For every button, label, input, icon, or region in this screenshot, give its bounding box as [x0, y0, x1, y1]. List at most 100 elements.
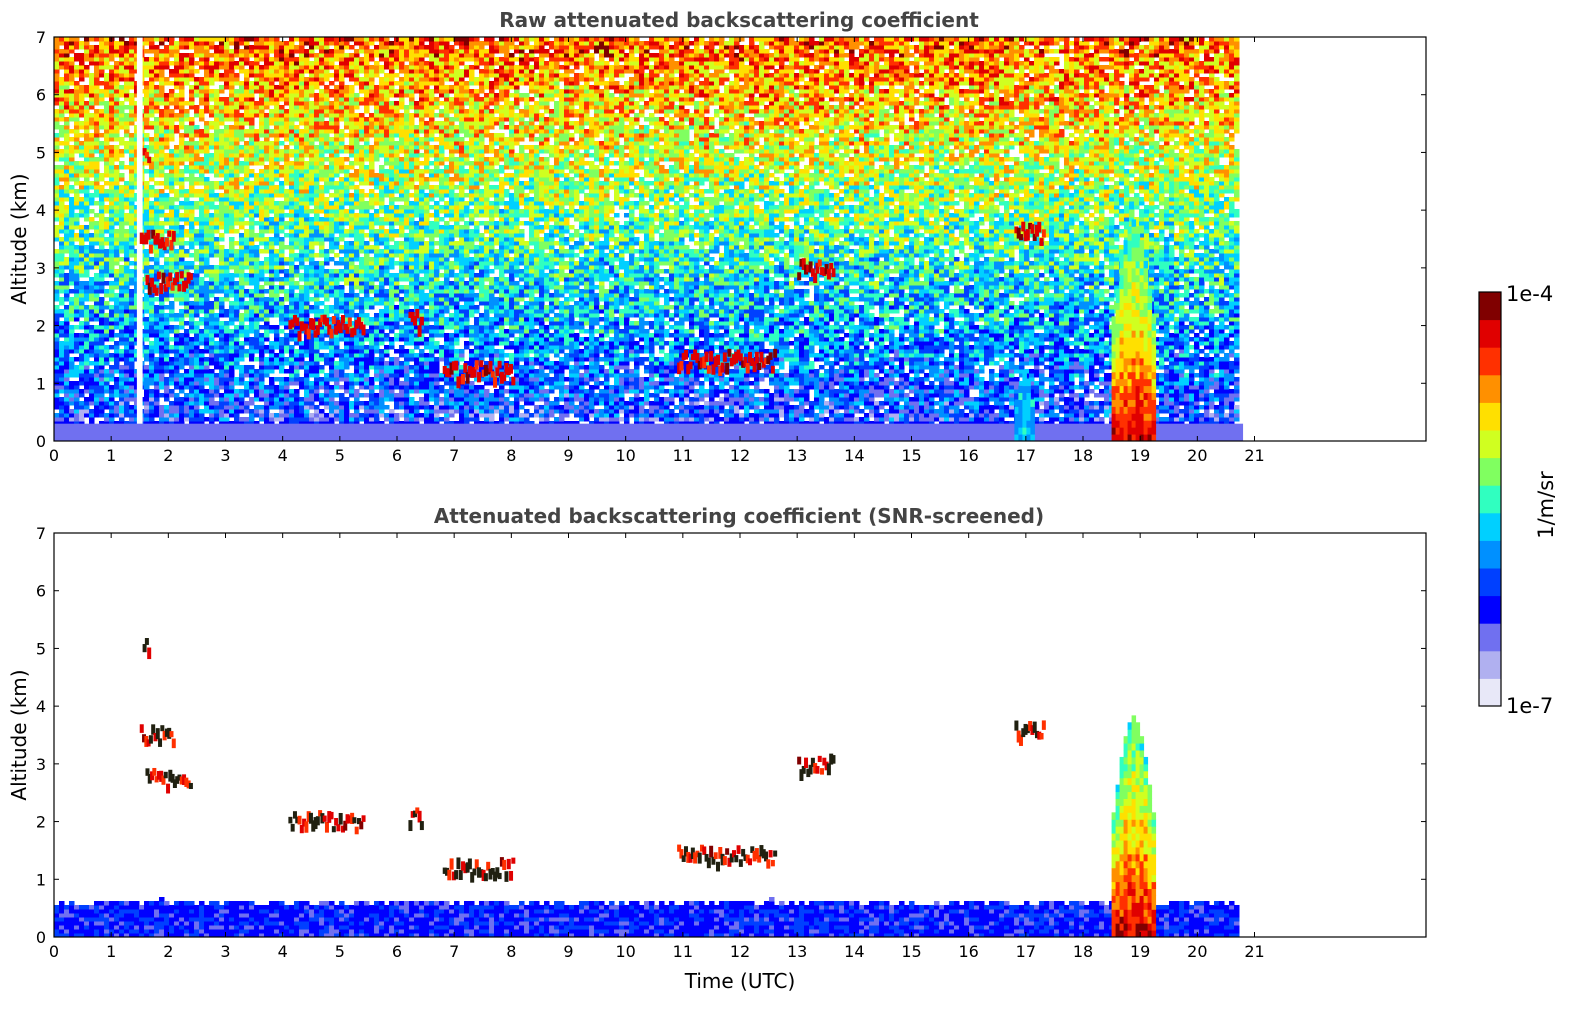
- field-cell: [294, 37, 300, 42]
- field-cell: [179, 277, 185, 282]
- field-cell: [79, 281, 85, 286]
- field-cell: [94, 329, 100, 334]
- field-cell: [274, 365, 280, 370]
- field-cell: [229, 313, 235, 318]
- field-cell: [319, 169, 325, 174]
- field-cell: [219, 141, 225, 146]
- field-cell: [74, 297, 80, 302]
- field-cell: [184, 417, 190, 422]
- field-cell: [189, 97, 195, 102]
- field-cell: [154, 249, 160, 254]
- field-cell: [159, 153, 165, 158]
- field-cell: [94, 157, 100, 162]
- field-cell: [54, 233, 60, 238]
- field-cell: [304, 117, 310, 122]
- field-cell: [289, 129, 295, 134]
- field-cell: [159, 393, 165, 398]
- field-cell: [179, 201, 185, 206]
- field-cell: [329, 285, 335, 290]
- field-cell: [239, 357, 245, 362]
- field-cell: [269, 229, 275, 234]
- field-cell: [109, 113, 115, 118]
- field-cell: [329, 137, 335, 142]
- field-cell: [304, 421, 310, 426]
- field-cell: [159, 249, 165, 254]
- field-cell: [134, 373, 140, 378]
- field-cell: [324, 273, 330, 278]
- field-cell: [149, 61, 155, 66]
- field-cell: [89, 49, 95, 54]
- field-cell: [89, 373, 95, 378]
- field-cell: [119, 229, 125, 234]
- field-cell: [229, 37, 235, 42]
- field-cell: [234, 205, 240, 210]
- field-cell: [64, 365, 70, 370]
- field-cell: [239, 369, 245, 374]
- field-cell: [144, 329, 150, 334]
- field-cell: [144, 137, 150, 142]
- field-cell: [289, 161, 295, 166]
- field-cell: [279, 57, 285, 62]
- field-cell: [304, 149, 310, 154]
- field-cell: [159, 205, 165, 210]
- field-cell: [259, 101, 265, 106]
- field-cell: [219, 313, 225, 318]
- field-cell: [294, 265, 300, 270]
- field-cell: [189, 405, 195, 410]
- field-cell: [279, 413, 285, 418]
- field-cell: [74, 357, 80, 362]
- field-cell: [279, 237, 285, 242]
- field-cell: [219, 353, 225, 358]
- field-cell: [124, 333, 130, 338]
- field-cell: [134, 193, 140, 198]
- field-cell: [209, 109, 215, 114]
- field-cell: [109, 157, 115, 162]
- field-cell: [309, 173, 315, 178]
- field-cell: [204, 241, 210, 246]
- field-cell: [324, 417, 330, 422]
- field-cell: [229, 301, 235, 306]
- field-cell: [144, 197, 150, 202]
- field-cell: [284, 313, 290, 318]
- field-cell: [154, 69, 160, 74]
- field-cell: [154, 153, 160, 158]
- field-cell: [194, 365, 200, 370]
- field-cell: [184, 149, 190, 154]
- field-cell: [74, 101, 80, 106]
- field-cell: [89, 401, 95, 406]
- field-cell: [244, 73, 250, 78]
- field-cell: [259, 353, 265, 358]
- field-cell: [149, 317, 155, 322]
- field-cell: [194, 373, 200, 378]
- field-cell: [304, 61, 310, 66]
- field-cell: [149, 381, 155, 386]
- field-cell: [254, 237, 260, 242]
- field-cell: [154, 313, 160, 318]
- field-cell: [59, 97, 65, 102]
- field-cell: [94, 201, 100, 206]
- field-cell: [69, 45, 75, 50]
- field-cell: [64, 197, 70, 202]
- field-cell: [289, 349, 295, 354]
- field-cell: [54, 329, 60, 334]
- field-cell: [269, 245, 275, 250]
- field-cell: [224, 113, 230, 118]
- field-cell: [154, 93, 160, 98]
- field-cell: [79, 149, 85, 154]
- field-cell: [334, 365, 340, 370]
- field-cell: [199, 137, 205, 142]
- field-cell: [269, 281, 275, 286]
- field-cell: [54, 257, 60, 262]
- field-cell: [279, 253, 285, 258]
- field-cell: [149, 193, 155, 198]
- field-cell: [59, 321, 65, 326]
- field-cell: [69, 81, 75, 86]
- field-cell: [99, 205, 105, 210]
- field-cell: [314, 273, 320, 278]
- field-cell: [234, 325, 240, 330]
- field-cell: [254, 221, 260, 226]
- field-cell: [329, 309, 335, 314]
- field-cell: [309, 393, 315, 398]
- field-cell: [104, 237, 110, 242]
- field-cell: [329, 341, 335, 346]
